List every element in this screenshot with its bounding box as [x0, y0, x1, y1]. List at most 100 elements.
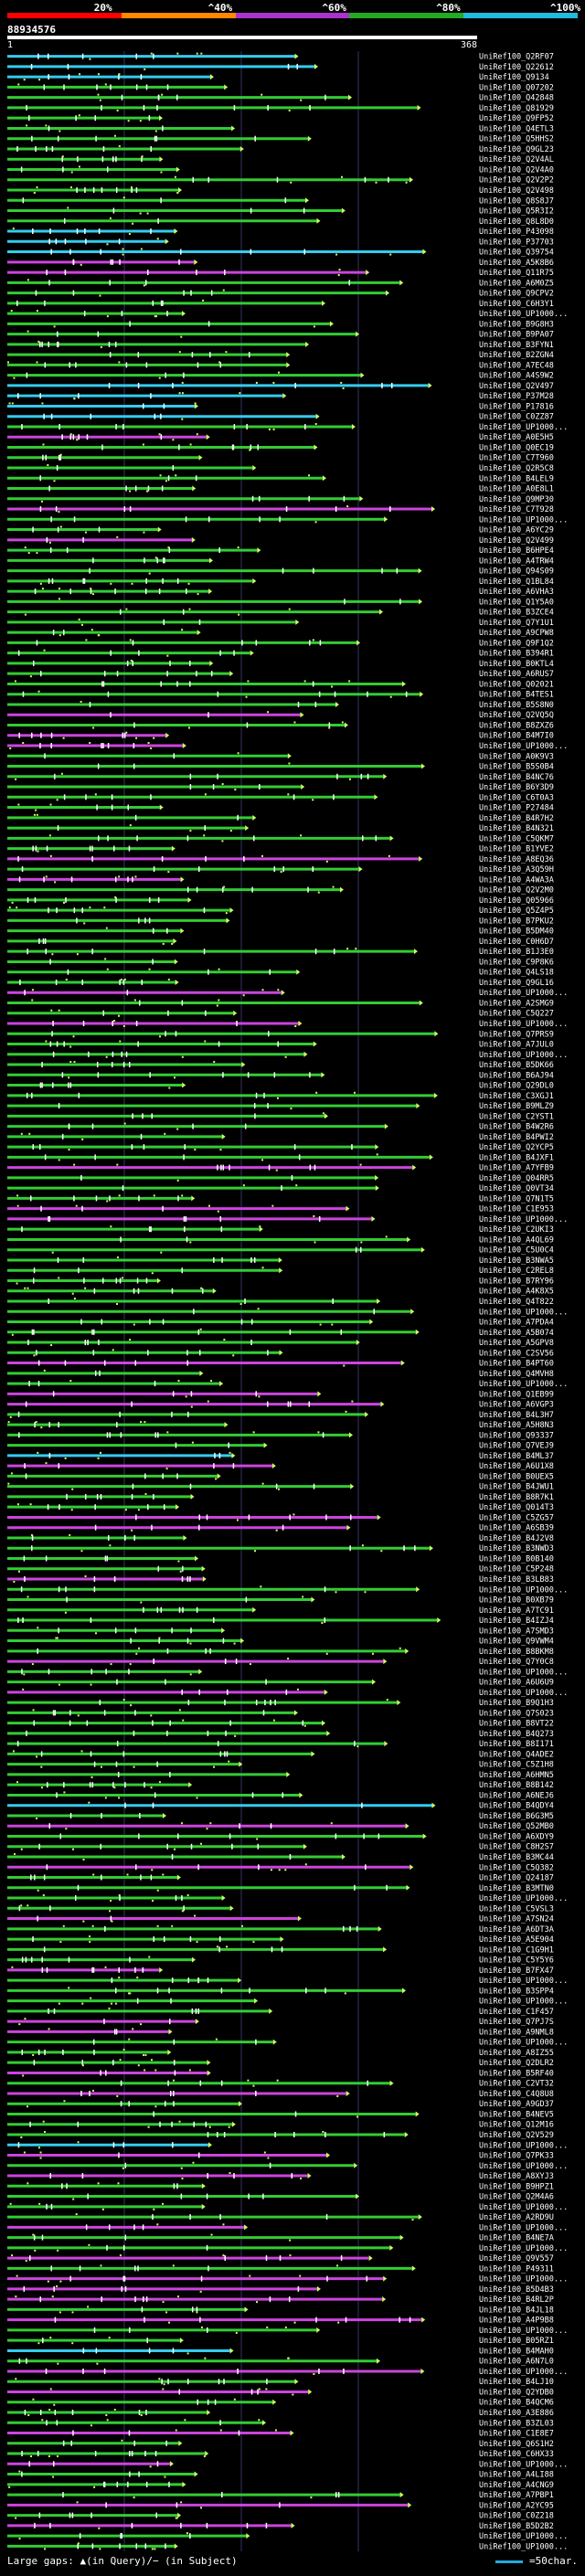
hit-row: UniRef100_Q9F1Q2	[7, 639, 554, 648]
mismatch-dot	[188, 726, 191, 729]
gap-marker	[70, 876, 73, 883]
gap-marker	[220, 1226, 223, 1233]
gap-marker	[75, 1895, 77, 1902]
hit-end-arrow	[434, 1031, 439, 1037]
gap-marker	[156, 1761, 158, 1767]
hit-row: UniRef100_A4CNG9	[7, 2481, 554, 2490]
hit-row: UniRef100_Q2YDB0	[7, 2388, 554, 2397]
mismatch-dot	[144, 1492, 147, 1495]
hit-end-arrow	[356, 640, 361, 646]
gap-marker	[44, 300, 46, 306]
mismatch-dot	[217, 1210, 219, 1213]
mismatch-dot	[332, 885, 335, 888]
mismatch-dot	[288, 762, 291, 765]
gap-marker	[152, 1802, 154, 1808]
mismatch-dot	[178, 1709, 181, 1712]
mismatch-dot	[189, 1673, 192, 1676]
gap-marker	[44, 1154, 47, 1161]
hit-row: UniRef100_Q4LS18	[7, 968, 554, 978]
gap-marker	[165, 2543, 166, 2549]
gap-marker	[150, 1874, 153, 1881]
hit-row: UniRef100_UP1000...	[7, 1020, 568, 1029]
mismatch-dot	[69, 1061, 72, 1064]
hit-label: UniRef100_Q4MVH8	[479, 1370, 554, 1379]
mismatch-dot	[176, 192, 179, 194]
gap-marker	[108, 341, 111, 347]
gap-marker	[32, 1936, 34, 1943]
gap-marker	[94, 1504, 96, 1511]
hit-end-arrow	[294, 2379, 299, 2385]
hit-end-arrow	[311, 1596, 315, 1603]
mismatch-dot	[154, 130, 157, 133]
hit-label: UniRef100_C2YST1	[479, 1112, 554, 1121]
hit-end-arrow	[360, 372, 365, 378]
hit-end-arrow	[375, 1144, 379, 1150]
gap-marker	[220, 1988, 223, 1994]
mismatch-dot	[199, 2290, 202, 2293]
hit-label: UniRef100_A2RD9U	[479, 2213, 554, 2222]
mismatch-dot	[335, 1591, 337, 1594]
gap-marker	[183, 1154, 185, 1161]
mismatch-dot	[275, 1169, 278, 1171]
hit-label: UniRef100_B4ML37	[479, 1452, 554, 1461]
mismatch-dot	[123, 1122, 126, 1125]
mismatch-dot	[38, 2202, 41, 2205]
hit-row: UniRef100_Q04RR5	[7, 1174, 554, 1183]
hit-label: UniRef100_Q1BL84	[479, 578, 554, 587]
gap-marker	[180, 249, 182, 255]
hit-row: UniRef100_Q7PJ7S	[7, 2018, 554, 2027]
hit-label: UniRef100_B9MLZ9	[479, 1102, 554, 1111]
gap-marker	[63, 630, 65, 636]
gap-marker	[143, 2296, 144, 2303]
hit-row: UniRef100_A2SMG9	[7, 999, 554, 1008]
hit-end-arrow	[224, 1422, 229, 1428]
hit-row: UniRef100_A9NML8	[7, 2028, 554, 2037]
gap-marker	[101, 1874, 102, 1881]
gap-marker	[217, 773, 218, 779]
gap-marker	[198, 1689, 200, 1695]
hit-row: UniRef100_B4NE7A	[7, 2233, 554, 2243]
hit-label: UniRef100_A6RUS7	[479, 670, 554, 679]
gap-marker	[389, 506, 391, 513]
mismatch-dot	[45, 124, 48, 127]
gap-marker	[37, 2049, 40, 2055]
gap-marker	[145, 578, 147, 584]
gap-marker	[133, 1288, 135, 1294]
hit-end-arrow	[377, 1299, 381, 1304]
mismatch-dot	[36, 813, 38, 816]
hit-end-arrow	[346, 1205, 350, 1212]
hit-label: UniRef100_C1E8E7	[479, 2430, 554, 2439]
gap-marker	[270, 1700, 271, 1706]
mismatch-dot	[141, 155, 144, 158]
mismatch-dot	[50, 1344, 53, 1347]
mismatch-dot	[162, 942, 165, 945]
hit-label: UniRef100_A0E8L1	[479, 485, 554, 494]
gap-marker	[78, 434, 80, 440]
gap-marker	[282, 1792, 284, 1798]
hit-row: UniRef100_Q9MP30	[7, 495, 554, 504]
mismatch-dot	[215, 1478, 218, 1480]
gap-marker	[144, 2451, 146, 2457]
gap-marker	[154, 1381, 156, 1387]
mismatch-dot	[277, 989, 280, 991]
mismatch-dot	[50, 1009, 53, 1012]
hit-end-arrow	[168, 2029, 173, 2035]
legend-label: ^100%	[550, 2, 581, 14]
gap-marker	[166, 311, 168, 317]
hit-label: UniRef100_A6VHA3	[479, 588, 554, 597]
gap-marker	[101, 2296, 102, 2303]
mismatch-dot	[71, 2311, 74, 2314]
mismatch-dot	[142, 2053, 144, 2056]
hit-end-arrow	[297, 1915, 302, 1922]
mismatch-dot	[172, 2264, 175, 2267]
gap-marker	[92, 1966, 95, 1973]
gap-marker	[173, 2090, 175, 2096]
mismatch-dot	[89, 58, 91, 60]
gap-marker	[53, 2285, 55, 2292]
gap-marker	[238, 2430, 240, 2436]
gap-marker	[212, 784, 215, 790]
gap-marker	[224, 2255, 226, 2262]
hit-row: UniRef100_A6XDY9	[7, 1832, 554, 1841]
hit-row: UniRef100_Q9V557	[7, 2254, 554, 2263]
mismatch-dot	[7, 1421, 10, 1424]
